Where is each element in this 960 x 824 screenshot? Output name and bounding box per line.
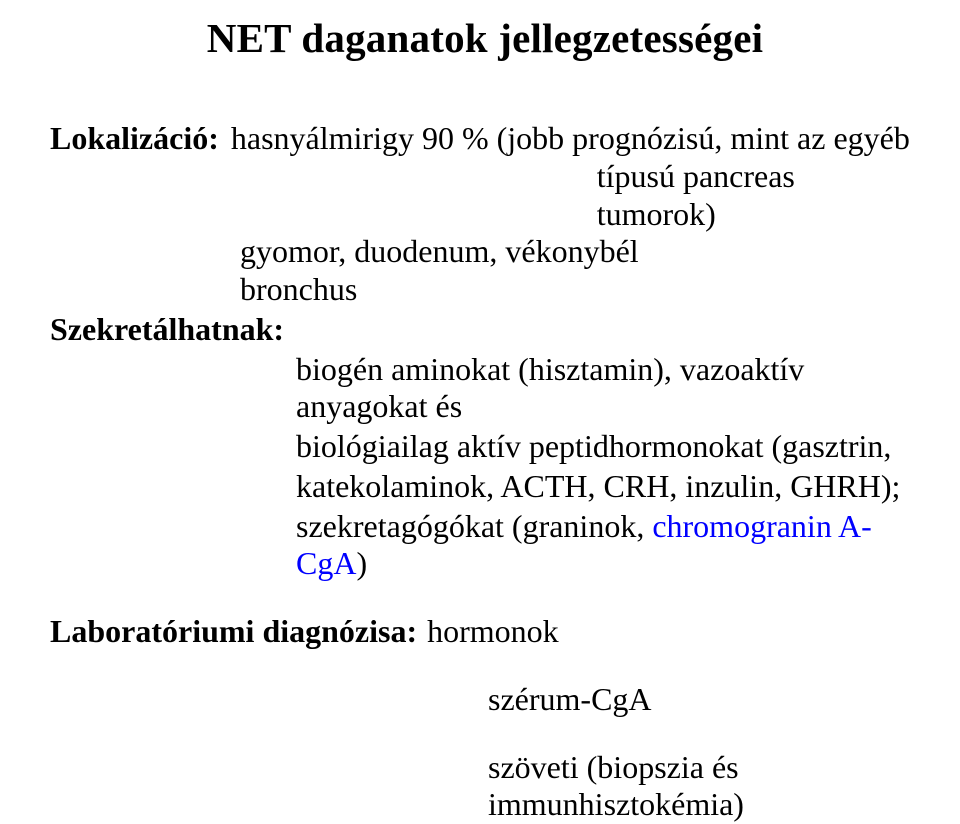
secretion-line-3: katekolaminok, ACTH, CRH, inzulin, GHRH)… <box>296 468 900 506</box>
lab-line-3-row: szöveti (biopszia és immunhisztokémia) <box>50 749 920 824</box>
secretion-section: Szekretálhatnak: <box>50 311 920 349</box>
secretion-line-1-row: biogén aminokat (hisztamin), vazoaktív a… <box>50 351 920 427</box>
lab-section: Laboratóriumi diagnózisa: hormonok <box>50 613 920 651</box>
localization-line-4-row: bronchus <box>50 271 920 309</box>
secretion-line-4-row: szekretagógókat (graninok, chromogranin … <box>50 508 920 584</box>
secretion-line-3-row: katekolaminok, ACTH, CRH, inzulin, GHRH)… <box>50 468 920 506</box>
localization-line-1: hasnyálmirigy 90 % (jobb prognózisú, min… <box>231 120 910 158</box>
secretion-line-4-suffix: ) <box>356 545 367 581</box>
localization-section: Lokalizáció: hasnyálmirigy 90 % (jobb pr… <box>50 120 920 158</box>
localization-line-3-row: gyomor, duodenum, vékonybél <box>50 233 920 271</box>
lab-line-1: hormonok <box>427 613 559 651</box>
lab-line-3: szöveti (biopszia és immunhisztokémia) <box>488 749 920 824</box>
lab-label: Laboratóriumi diagnózisa: <box>50 613 417 651</box>
secretion-line-2-row: biológiailag aktív peptidhormonokat (gas… <box>50 428 920 466</box>
secretion-line-1: biogén aminokat (hisztamin), vazoaktív a… <box>296 351 920 427</box>
localization-line-2-row: típusú pancreas tumorok) <box>50 158 920 234</box>
localization-line-4: bronchus <box>240 271 357 309</box>
secretion-line-2: biológiailag aktív peptidhormonokat (gas… <box>296 428 891 466</box>
slide-title: NET daganatok jellegzetességei <box>50 14 920 62</box>
localization-line-2: típusú pancreas tumorok) <box>597 158 920 234</box>
localization-label: Lokalizáció: <box>50 120 219 158</box>
lab-line-2: szérum-CgA <box>488 681 652 719</box>
secretion-line-4-prefix: szekretagógókat (graninok, <box>296 508 652 544</box>
localization-line-3: gyomor, duodenum, vékonybél <box>240 233 639 271</box>
localization-values: hasnyálmirigy 90 % (jobb prognózisú, min… <box>231 120 910 158</box>
secretion-label: Szekretálhatnak: <box>50 311 284 349</box>
lab-line-2-row: szérum-CgA <box>50 681 920 719</box>
secretion-line-4: szekretagógókat (graninok, chromogranin … <box>296 508 920 584</box>
slide-page: NET daganatok jellegzetességei Lokalizác… <box>0 0 960 658</box>
